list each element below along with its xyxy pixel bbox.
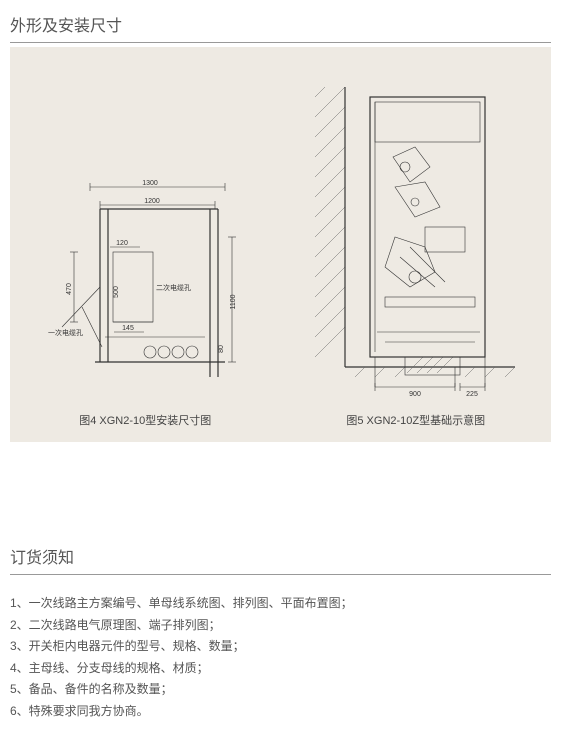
section1-title: 外形及安装尺寸 <box>0 0 561 42</box>
section1-rule <box>10 42 551 43</box>
list-item: 6、特殊要求同我方协商。 <box>10 701 551 723</box>
dim-1300: 1300 <box>142 180 158 187</box>
order-section: 订货须知 1、一次线路主方案编号、单母线系统图、排列图、平面布置图； 2、二次线… <box>0 532 561 723</box>
diagram-left: 1300 1200 120 470 500 二 <box>40 177 240 387</box>
list-item: 4、主母线、分支母线的规格、材质； <box>10 658 551 680</box>
dim-1100: 1100 <box>230 294 237 309</box>
caption-row: 图4 XGN2-10型安装尺寸图 图5 XGN2-10Z型基础示意图 <box>10 412 551 428</box>
hatch-wall <box>315 87 345 357</box>
list-item: 5、备品、备件的名称及数量； <box>10 679 551 701</box>
label-secondary: 二次电缆孔 <box>156 283 191 292</box>
caption-left: 图4 XGN2-10型安装尺寸图 <box>10 412 281 428</box>
diagram-panel: 1300 1200 120 470 500 二 <box>10 47 551 442</box>
dim-470: 470 <box>66 283 73 295</box>
hatch-floor <box>355 367 515 377</box>
caption-right: 图5 XGN2-10Z型基础示意图 <box>281 412 552 428</box>
list-item: 1、一次线路主方案编号、单母线系统图、排列图、平面布置图； <box>10 593 551 615</box>
section2-rule <box>10 574 551 575</box>
list-item: 3、开关柜内电器元件的型号、规格、数量； <box>10 636 551 658</box>
dim-225: 225 <box>466 391 478 398</box>
dim-120: 120 <box>116 240 128 247</box>
dim-500: 500 <box>113 286 120 298</box>
internal-mechanism <box>377 147 480 342</box>
list-item: 2、二次线路电气原理图、端子排列图； <box>10 615 551 637</box>
dim-900: 900 <box>409 391 421 398</box>
dim-145: 145 <box>122 325 134 332</box>
diagram-right: 900 225 <box>315 87 515 412</box>
dim-1200: 1200 <box>144 198 160 205</box>
order-list: 1、一次线路主方案编号、单母线系统图、排列图、平面布置图； 2、二次线路电气原理… <box>10 593 551 723</box>
label-primary: 一次电缆孔 <box>48 328 83 337</box>
section2-title: 订货须知 <box>10 532 551 574</box>
dim-80: 80 <box>218 345 225 353</box>
